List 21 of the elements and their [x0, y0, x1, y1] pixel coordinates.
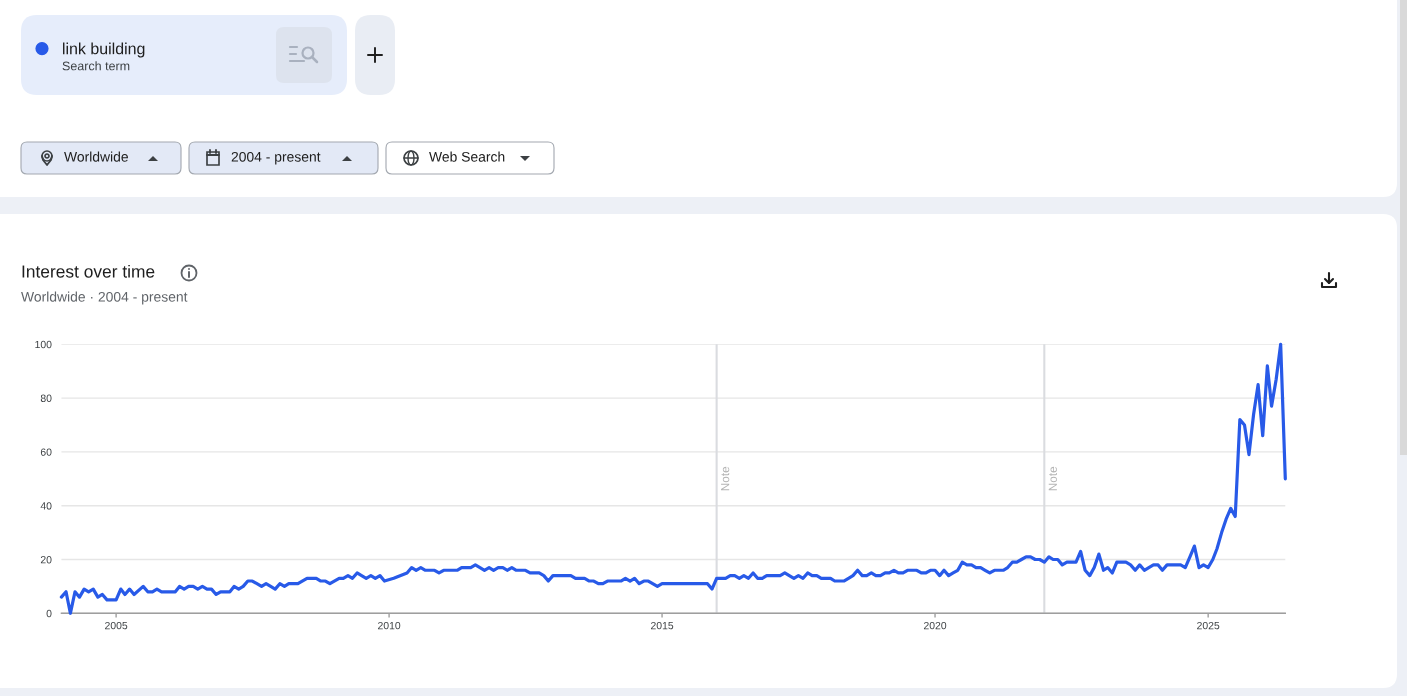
ref-line-label: Note	[1048, 466, 1057, 491]
chart-subtitle: Worldwide · 2004 - present	[21, 291, 188, 305]
y-tick-label: 80	[40, 394, 52, 402]
text: Search term	[62, 61, 130, 71]
y-tick-label: 0	[46, 609, 52, 618]
y-tick-label: 40	[40, 502, 52, 510]
x-tick-label: 2010	[378, 621, 401, 630]
y-tick-label: 20	[40, 556, 52, 564]
text: 2004 - present	[231, 151, 321, 165]
x-tick-label: 2005	[105, 621, 128, 630]
x-tick-label: 2020	[923, 621, 947, 630]
text: Web Search	[429, 151, 505, 162]
ref-line-label: Note	[721, 466, 730, 491]
line-series	[59, 342, 1287, 615]
y-tick-label: 100	[35, 340, 52, 349]
chart-title: Interest over time	[22, 264, 155, 278]
y-tick-label: 60	[40, 448, 52, 456]
x-tick-label: 2015	[651, 621, 674, 630]
x-tick-label: 2025	[1197, 621, 1220, 630]
text: Worldwide	[64, 151, 128, 162]
legend-label: link building	[63, 42, 145, 58]
